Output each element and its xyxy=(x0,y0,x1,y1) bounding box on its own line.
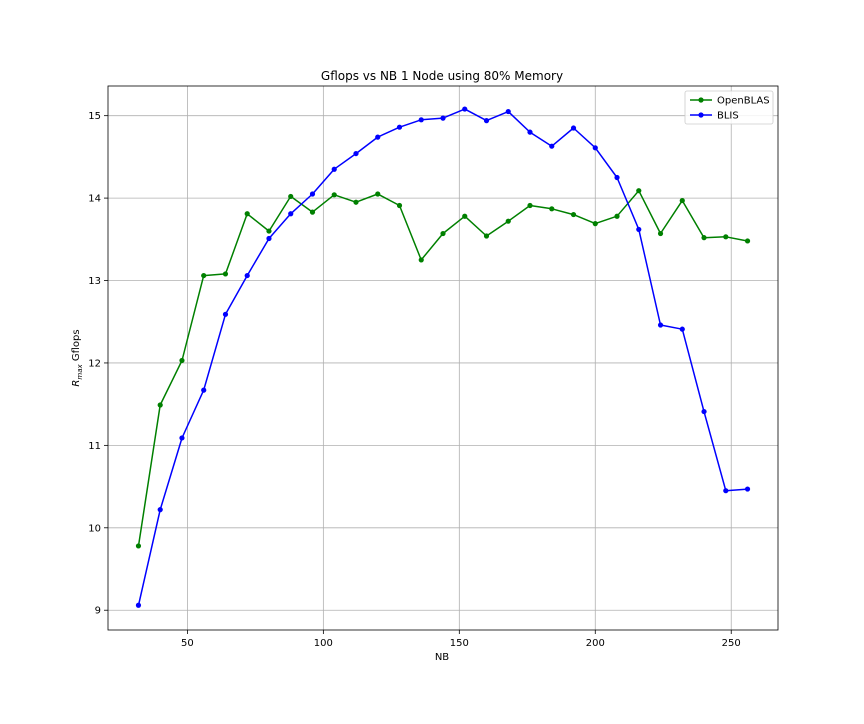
data-point xyxy=(266,235,272,242)
axes-frame xyxy=(107,85,779,631)
data-point xyxy=(440,115,446,121)
data-point xyxy=(679,326,685,332)
data-point xyxy=(636,226,642,233)
x-axis-ticks: 50 100 150 200 250 xyxy=(181,630,741,649)
data-point xyxy=(592,145,598,151)
y-axis-label: Rmax Gflops xyxy=(71,329,84,386)
data-point xyxy=(614,213,620,219)
data-point xyxy=(288,193,294,200)
y-tick-label: 15 xyxy=(88,111,101,122)
data-point xyxy=(679,197,685,204)
data-point xyxy=(723,488,729,494)
data-point xyxy=(505,108,511,115)
legend-label: BLIS xyxy=(717,111,739,122)
data-point xyxy=(396,202,403,209)
y-axis-ticks: 9 10 11 12 13 14 15 xyxy=(88,111,108,617)
data-point xyxy=(222,271,229,277)
data-point xyxy=(331,192,337,198)
data-point xyxy=(462,213,468,219)
data-point xyxy=(657,322,664,328)
x-tick-label: 100 xyxy=(314,638,333,649)
y-axis-label-main: R xyxy=(71,380,82,387)
x-tick-label: 50 xyxy=(181,638,194,649)
y-tick-label: 9 xyxy=(95,606,101,617)
y-tick-label: 10 xyxy=(88,523,101,534)
data-point xyxy=(244,272,250,279)
x-tick-label: 200 xyxy=(586,638,605,649)
data-point xyxy=(440,230,446,237)
data-point xyxy=(396,124,403,130)
data-point xyxy=(309,191,316,197)
data-point xyxy=(157,402,163,408)
data-point xyxy=(701,235,707,241)
legend: OpenBLAS BLIS xyxy=(684,90,774,125)
data-point xyxy=(570,211,577,218)
y-tick-label: 13 xyxy=(88,276,101,287)
x-tick-label: 150 xyxy=(450,638,469,649)
data-point xyxy=(157,507,163,513)
data-point xyxy=(135,543,142,549)
data-point xyxy=(527,202,533,209)
data-point xyxy=(744,486,751,492)
series-openblas xyxy=(135,188,751,549)
grid-lines xyxy=(108,86,778,630)
data-point xyxy=(462,106,468,112)
data-point xyxy=(657,230,664,237)
data-point xyxy=(527,129,533,135)
data-point xyxy=(505,218,511,224)
y-axis-label-rest: Gflops xyxy=(71,329,82,364)
data-point xyxy=(244,211,250,217)
y-tick-label: 11 xyxy=(88,441,101,452)
legend-swatch-marker xyxy=(698,97,704,103)
data-point xyxy=(266,228,272,234)
data-point xyxy=(353,199,359,205)
data-point xyxy=(135,602,142,608)
y-tick-label: 14 xyxy=(88,194,101,205)
data-point xyxy=(483,118,490,124)
data-point xyxy=(375,191,381,197)
data-point xyxy=(744,238,751,244)
data-point xyxy=(331,166,337,172)
data-point xyxy=(701,408,707,415)
data-point xyxy=(418,117,424,123)
data-point xyxy=(483,233,490,239)
data-point xyxy=(288,211,294,217)
data-point xyxy=(222,311,229,317)
series-blis xyxy=(135,106,751,608)
chart-title: Gflops vs NB 1 Node using 80% Memory xyxy=(321,69,563,83)
data-point xyxy=(309,209,316,215)
legend-label: OpenBLAS xyxy=(717,96,770,107)
data-point xyxy=(201,272,207,279)
legend-swatch-marker xyxy=(698,112,704,118)
data-point xyxy=(418,257,424,263)
data-point xyxy=(636,188,642,194)
data-point xyxy=(201,387,207,393)
data-point xyxy=(570,125,577,131)
y-tick-label: 12 xyxy=(88,358,101,369)
data-point xyxy=(179,357,185,364)
data-point xyxy=(353,150,359,157)
x-axis-label: NB xyxy=(435,652,449,663)
data-point xyxy=(179,435,185,441)
data-point xyxy=(614,174,620,181)
data-point xyxy=(549,206,555,212)
y-axis-label-sub: max xyxy=(76,364,84,380)
x-tick-label: 250 xyxy=(722,638,741,649)
series-layer xyxy=(135,106,751,608)
data-point xyxy=(375,134,381,140)
data-point xyxy=(549,143,555,149)
data-point xyxy=(592,221,598,227)
data-point xyxy=(723,234,729,240)
